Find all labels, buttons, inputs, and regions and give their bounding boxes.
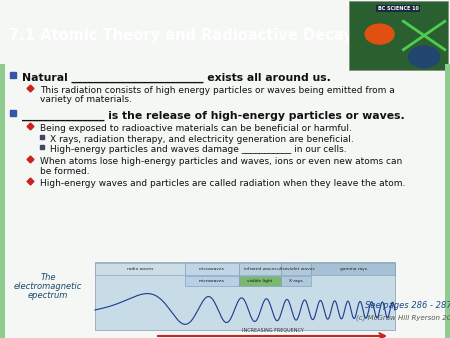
Text: infrared waves: infrared waves — [244, 267, 276, 271]
Bar — [311, 263, 395, 275]
Bar — [0, 64, 5, 338]
Text: microwaves: microwaves — [199, 279, 225, 283]
Text: Being exposed to radioactive materials can be beneficial or harmful.: Being exposed to radioactive materials c… — [40, 124, 352, 134]
Bar — [239, 263, 281, 275]
Text: (c) McGraw Hill Ryerson 2007: (c) McGraw Hill Ryerson 2007 — [356, 315, 450, 321]
Text: _______________ is the release of high-energy particles or waves.: _______________ is the release of high-e… — [22, 110, 405, 121]
Circle shape — [365, 24, 394, 44]
Text: epectrum: epectrum — [28, 291, 68, 300]
Text: Natural ________________________ exists all around us.: Natural ________________________ exists … — [22, 72, 331, 82]
Text: High-energy waves and particles are called radiation when they leave the atom.: High-energy waves and particles are call… — [40, 178, 405, 188]
Text: This radiation consists of high energy particles or waves being emitted from a: This radiation consists of high energy p… — [40, 86, 395, 95]
Text: INCREASING FREQUENCY: INCREASING FREQUENCY — [242, 328, 303, 333]
Bar — [445, 64, 450, 338]
Text: gamma rays: gamma rays — [339, 267, 366, 271]
Text: X rays: X rays — [289, 279, 303, 283]
Text: microwaves: microwaves — [199, 267, 225, 271]
Text: ultraviolet waves: ultraviolet waves — [277, 267, 315, 271]
Text: See pages 286 - 287: See pages 286 - 287 — [364, 301, 450, 310]
Bar — [185, 263, 239, 275]
Bar — [95, 263, 185, 275]
Text: radio waves: radio waves — [127, 267, 153, 271]
Text: When atoms lose high-energy particles and waves, ions or even new atoms can: When atoms lose high-energy particles an… — [40, 158, 402, 167]
Text: High-energy particles and waves damage ___________ in our cells.: High-energy particles and waves damage _… — [50, 145, 346, 154]
Text: The: The — [40, 273, 56, 282]
Bar — [239, 276, 281, 286]
Text: visible light: visible light — [248, 279, 273, 283]
Text: 7.1 Atomic Theory and Radioactive Decay: 7.1 Atomic Theory and Radioactive Decay — [9, 28, 352, 43]
Bar — [95, 262, 395, 330]
Bar — [281, 263, 311, 275]
Text: X rays, radiation therapy, and electricity generation are beneficial.: X rays, radiation therapy, and electrici… — [50, 136, 354, 144]
Text: BC SCIENCE 10: BC SCIENCE 10 — [378, 6, 419, 11]
Text: electromagnetic: electromagnetic — [14, 282, 82, 291]
Text: be formed.: be formed. — [40, 167, 90, 175]
Circle shape — [409, 46, 440, 68]
Bar — [281, 276, 311, 286]
Text: variety of materials.: variety of materials. — [40, 95, 132, 104]
Bar — [185, 276, 239, 286]
